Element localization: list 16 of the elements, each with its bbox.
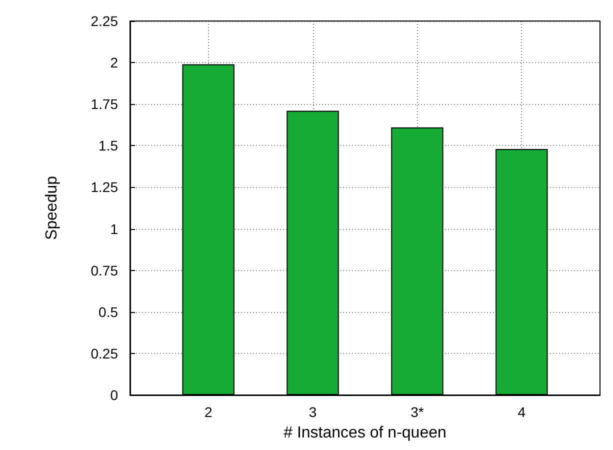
y-tick-label: 1.75 — [90, 96, 118, 112]
y-tick-label: 2.25 — [90, 13, 118, 29]
y-tick-label: 0 — [110, 387, 118, 403]
y-tick-label: 0.25 — [90, 345, 118, 362]
x-axis-title: # Instances of n-queen — [284, 424, 446, 442]
y-axis-title: Speedup — [44, 176, 60, 240]
y-tick-label: 0.75 — [90, 262, 118, 278]
y-tick-label: 1 — [110, 220, 118, 237]
x-tick-label: 3* — [410, 404, 424, 420]
x-tick-label: 4 — [518, 404, 526, 420]
y-tick-label: 0.5 — [98, 304, 118, 320]
x-tick-label: 2 — [204, 404, 212, 420]
y-tick-label: 2 — [110, 54, 118, 71]
y-tick-label: 1.5 — [98, 138, 118, 154]
x-tick-label: 3 — [308, 404, 317, 420]
y-tick-label: 1.25 — [90, 179, 118, 196]
